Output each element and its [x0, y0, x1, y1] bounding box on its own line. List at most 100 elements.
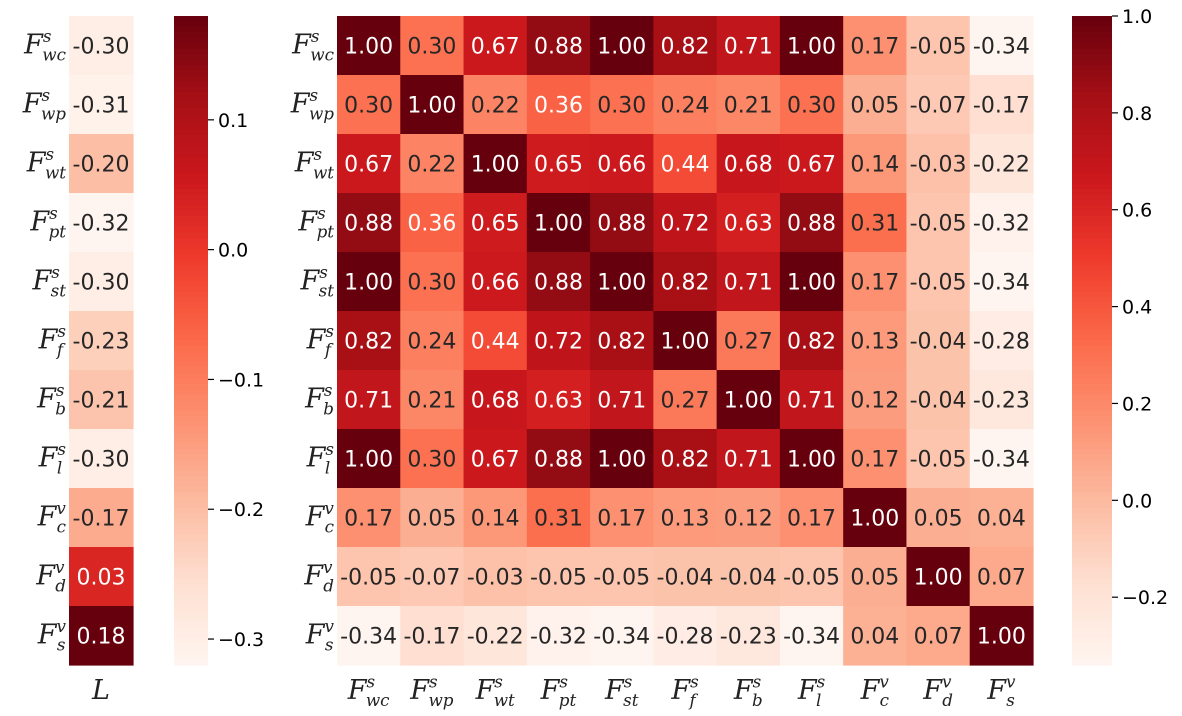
column-label-sub: b	[752, 690, 763, 710]
colorbar-segment	[174, 383, 208, 390]
row-label-sup: s	[43, 26, 52, 46]
cell-label: -0.30	[73, 35, 130, 60]
row-label-sup: s	[314, 144, 323, 164]
colorbar-segment	[1072, 129, 1112, 136]
colorbar-segment	[1072, 378, 1112, 385]
heatmap-cell	[653, 16, 718, 76]
heatmap-cell	[653, 311, 718, 371]
colorbar-segment	[1072, 151, 1112, 158]
row-label-sub: d	[55, 576, 66, 596]
cell-label: -0.20	[73, 153, 130, 178]
row-label-base: F	[297, 207, 318, 238]
column-label-sup: s	[624, 672, 633, 692]
colorbar-segment	[174, 556, 208, 563]
heatmap-cell	[906, 16, 971, 76]
heatmap-cell	[906, 75, 971, 135]
colorbar-segment	[1072, 172, 1112, 179]
heatmap-cell	[337, 370, 401, 430]
heatmap-cell	[653, 606, 718, 666]
colorbar-segment	[1072, 437, 1112, 444]
cell-label: -0.32	[73, 212, 130, 237]
column-label: Fs l	[797, 672, 826, 710]
colorbar-segment	[174, 518, 208, 525]
colorbar-segment	[174, 605, 208, 612]
heatmap-cell	[526, 311, 591, 371]
heatmap-cell	[653, 547, 718, 607]
cell-label: 1.00	[724, 389, 773, 414]
colorbar-segment	[174, 443, 208, 450]
colorbar-segment	[1072, 421, 1112, 428]
colorbar-segment	[174, 654, 208, 661]
heatmap-cell	[779, 547, 844, 607]
row-label-sup: s	[57, 439, 66, 459]
colorbar-segment	[174, 248, 208, 255]
colorbar-segment	[1072, 237, 1112, 244]
row-label: Fs wc	[291, 26, 334, 64]
colorbar-segment	[1072, 410, 1112, 417]
cell-label: -0.05	[910, 448, 967, 473]
heatmap-cell	[716, 370, 781, 430]
heatmap-cell	[969, 134, 1034, 194]
colorbar-segment	[174, 32, 208, 39]
heatmap-cell	[906, 488, 971, 548]
heatmap-cell	[590, 311, 654, 371]
colorbar-segment	[1072, 318, 1112, 325]
colorbar-segment	[174, 529, 208, 536]
colorbar-segment	[174, 632, 208, 639]
colorbar-segment	[174, 448, 208, 455]
cell-label: 0.22	[407, 153, 456, 178]
colorbar-segment	[1072, 362, 1112, 369]
colorbar-segment	[1072, 518, 1112, 525]
row-label-sub: wc	[310, 45, 334, 65]
cell-label: 0.30	[344, 94, 393, 119]
heatmap-cell	[779, 606, 844, 666]
colorbar-segment	[174, 156, 208, 163]
cell-label: 0.21	[724, 94, 773, 119]
heatmap-cell	[779, 311, 844, 371]
heatmap-0: -0.30 -0.31 -0.20 -0.32 -0.30 -0.23 -0.21 -0.30…	[22, 16, 134, 706]
heatmap-cell	[400, 311, 465, 371]
colorbar-segment	[1072, 183, 1112, 190]
heatmap-cell	[337, 252, 401, 312]
colorbar-segment	[174, 281, 208, 288]
cell-label: -0.04	[910, 389, 967, 414]
heatmap-cell	[653, 252, 718, 312]
heatmap-cell	[653, 193, 718, 253]
row-label: Fs l	[38, 439, 67, 477]
row-label: Fv d	[35, 557, 66, 595]
column-label: Fv d	[922, 672, 953, 710]
colorbar-segment	[1072, 270, 1112, 277]
colorbar-segment	[1072, 199, 1112, 206]
colorbar-segment	[1072, 32, 1112, 39]
heatmap-cell	[463, 547, 528, 607]
cell-label: 1.00	[471, 153, 520, 178]
heatmap-cell	[779, 134, 844, 194]
colorbar-segment	[174, 59, 208, 66]
colorbar-segment	[174, 491, 208, 498]
heatmap-cell	[779, 370, 844, 430]
heatmap-cell	[779, 75, 844, 135]
colorbar-segment	[174, 367, 208, 374]
colorbar-segment	[1072, 399, 1112, 406]
colorbar-segment	[174, 459, 208, 466]
colorbar-segment	[1072, 140, 1112, 147]
colorbar-segment	[1072, 600, 1112, 607]
column-label: Fs st	[604, 672, 639, 710]
heatmap-cell	[843, 311, 908, 371]
cell-label: 0.65	[471, 212, 520, 237]
row-label-base: F	[32, 266, 53, 297]
column-label-sup: s	[753, 672, 762, 692]
colorbar-tick-label: 0.2	[1122, 393, 1152, 415]
row-label-base: F	[304, 384, 325, 415]
colorbar-tick-label: −0.2	[1122, 587, 1168, 609]
colorbar-segment	[1072, 540, 1112, 547]
heatmap-cell	[69, 16, 134, 76]
cell-label: 1.00	[661, 330, 710, 355]
colorbar-segment	[1072, 167, 1112, 174]
colorbar-segment	[1072, 594, 1112, 601]
colorbar-segment	[1072, 383, 1112, 390]
colorbar-tick-label: 0.0	[1122, 490, 1152, 512]
colorbar-segment	[1072, 102, 1112, 109]
column-label: Fs pt	[540, 672, 577, 710]
row-label: Fv d	[303, 557, 334, 595]
